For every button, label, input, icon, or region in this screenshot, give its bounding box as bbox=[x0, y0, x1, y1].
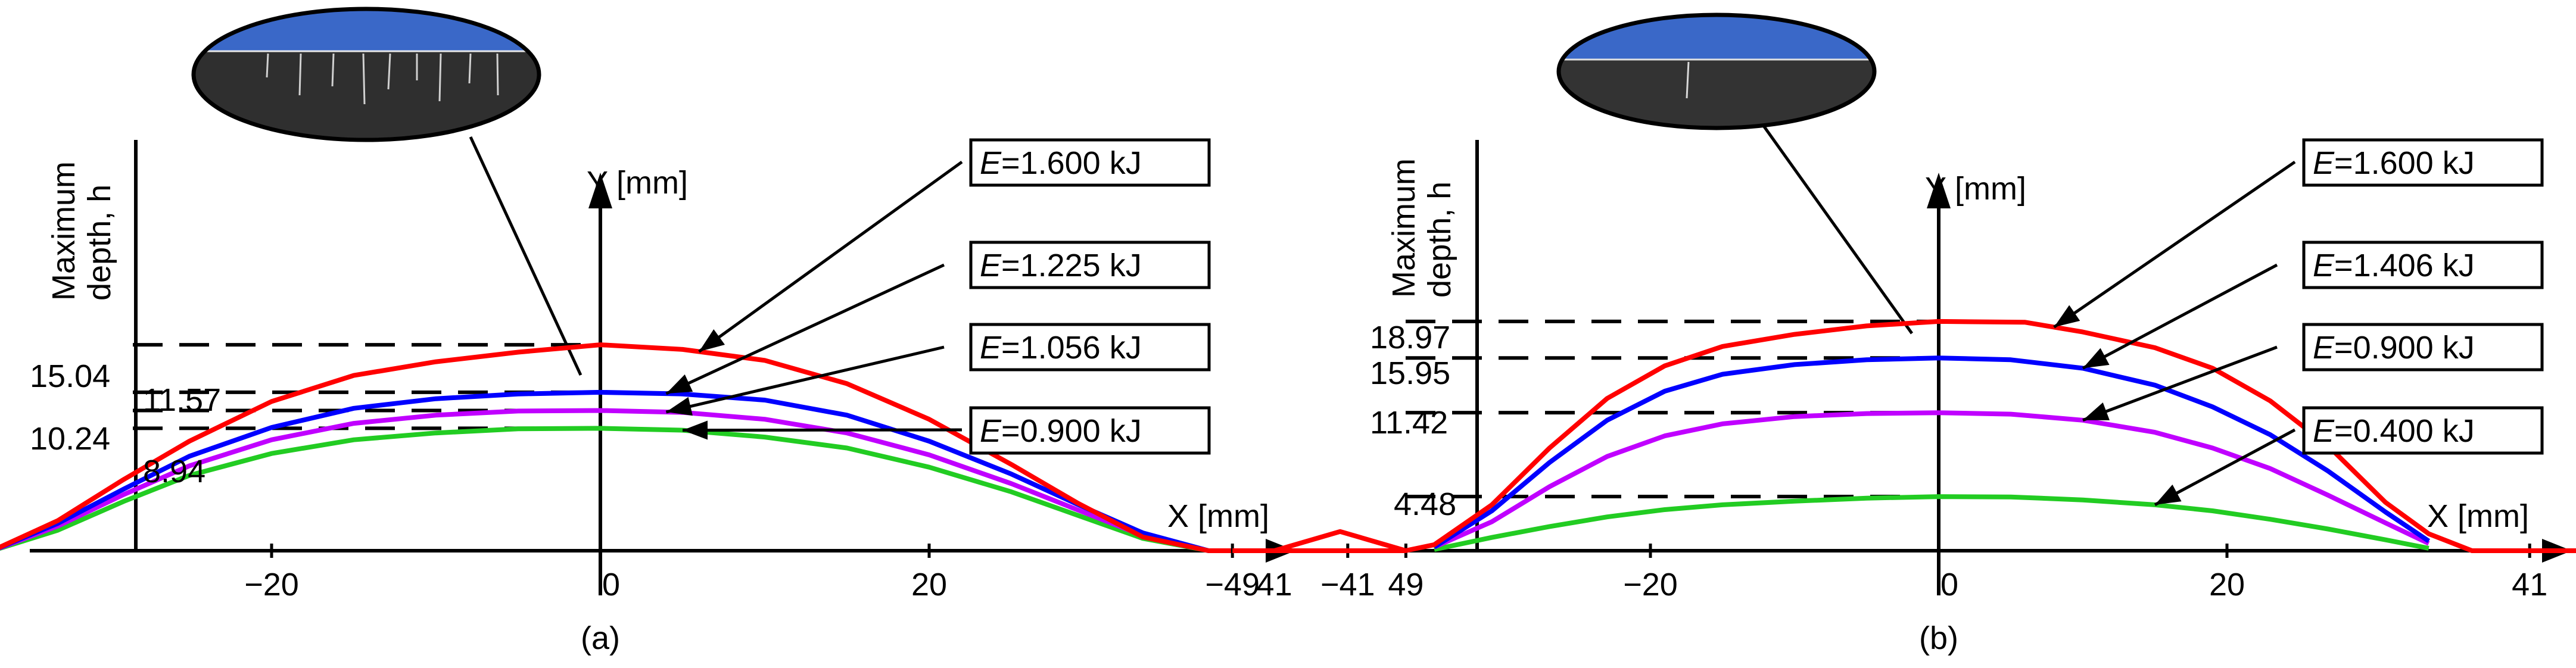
depth-label-a-3: 10.24 bbox=[30, 421, 110, 457]
svg-text:Maximum: Maximum bbox=[46, 161, 82, 301]
series-line-a-1 bbox=[0, 389, 1210, 553]
panel-a: Maximum depth, h Y [mm] X [mm] (a) −49−4… bbox=[0, 7, 1424, 656]
depth-label-b-2: 15.95 bbox=[1370, 355, 1450, 391]
surface-photo-b bbox=[1556, 13, 1877, 130]
depth-label-b-4: 4.48 bbox=[1394, 486, 1456, 522]
x-ticks-a: −49 −41 −20 0 20 41 49 bbox=[244, 544, 1424, 603]
series-line-a-3 bbox=[0, 426, 1209, 553]
leader-arrowhead-a-0 bbox=[699, 329, 725, 352]
x-ticks-b: −49 −41 −20 0 20 41 49 bbox=[1205, 544, 2547, 603]
panel-label-a: (a) bbox=[581, 620, 620, 656]
legend-leaders-b bbox=[2053, 160, 2296, 507]
svg-text:depth, h: depth, h bbox=[82, 185, 117, 301]
series-b bbox=[1232, 319, 2576, 553]
leader-arrowhead-b-1 bbox=[2083, 348, 2110, 369]
side-label-b: Maximum depth, h bbox=[1386, 158, 1457, 298]
leader-line-a-0 bbox=[698, 160, 963, 353]
legend-a: E=1.600 kJ E=1.225 kJ E=1.056 kJ E=0.900… bbox=[969, 138, 1211, 455]
series-line-a-2 bbox=[0, 408, 1210, 553]
legend-b-item-2: E=1.406 kJ bbox=[2302, 241, 2544, 289]
depth-label-b-1: 18.97 bbox=[1370, 320, 1450, 355]
leader-arrowhead-b-0 bbox=[2054, 305, 2080, 327]
legend-b-item-3: E=0.900 kJ bbox=[2302, 323, 2544, 372]
legend-b-item-4: E=0.400 kJ bbox=[2302, 406, 2544, 455]
series-line-b-2 bbox=[1433, 410, 2430, 550]
x-tick-label-b-3: 0 bbox=[1940, 567, 1958, 603]
leader-line-b-2 bbox=[2082, 345, 2278, 422]
svg-text:E=1.600 kJ: E=1.600 kJ bbox=[2313, 145, 2475, 181]
legend-a-item-3: E=1.056 kJ bbox=[969, 323, 1211, 372]
y-axis-label-b: Y [mm] bbox=[1925, 171, 2026, 207]
legend-a-item-4: E=0.900 kJ bbox=[969, 406, 1211, 455]
legend-a-item-1: E=1.600 kJ bbox=[969, 138, 1211, 187]
series-a bbox=[0, 342, 1407, 553]
svg-text:E=1.225 kJ: E=1.225 kJ bbox=[980, 248, 1142, 283]
leader-arrowhead-b-2 bbox=[2083, 402, 2110, 420]
svg-text:E=1.406 kJ: E=1.406 kJ bbox=[2313, 248, 2475, 283]
x-tick-label-b-2: −20 bbox=[1623, 567, 1678, 603]
x-tick-label-a-5: 41 bbox=[1257, 567, 1292, 603]
series-line-b-3 bbox=[1434, 494, 2429, 552]
surface-photo-a bbox=[191, 7, 541, 142]
x-tick-label-a-4: 20 bbox=[911, 567, 947, 603]
leader-line-a-1 bbox=[665, 263, 945, 395]
x-tick-label-a-6: 49 bbox=[1388, 567, 1424, 603]
x-tick-label-a-2: −20 bbox=[244, 567, 299, 603]
y-axis-arrow-a bbox=[588, 173, 612, 208]
x-axis-label-b: X [mm] bbox=[2427, 498, 2529, 534]
x-tick-label-b-5: 41 bbox=[2512, 567, 2547, 603]
svg-text:E=1.600 kJ: E=1.600 kJ bbox=[980, 145, 1142, 181]
svg-text:depth, h: depth, h bbox=[1422, 182, 1457, 298]
y-axis-arrow-b bbox=[1927, 173, 1951, 208]
x-tick-label-b-1: −41 bbox=[1320, 567, 1375, 603]
y-axis-label-a: Y [mm] bbox=[587, 165, 688, 201]
legend-b: E=1.600 kJ E=1.406 kJ E=0.900 kJ E=0.400… bbox=[2302, 138, 2544, 455]
depth-label-a-4: 8.94 bbox=[143, 454, 205, 489]
depth-label-a-2: 11.57 bbox=[143, 382, 221, 418]
legend-b-item-1: E=1.600 kJ bbox=[2302, 138, 2544, 187]
photo-pointer-b bbox=[1761, 124, 1914, 335]
series-line-b-1 bbox=[1432, 355, 2431, 550]
svg-text:E=0.900 kJ: E=0.900 kJ bbox=[980, 413, 1142, 449]
leader-line-b-0 bbox=[2053, 160, 2296, 329]
x-tick-label-b-4: 20 bbox=[2209, 567, 2245, 603]
photo-pointer-a bbox=[469, 136, 583, 376]
side-label-a: Maximum depth, h bbox=[46, 161, 117, 301]
leader-arrowhead-a-2 bbox=[666, 397, 693, 416]
panel-label-b: (b) bbox=[1919, 620, 1958, 656]
legend-leaders-a bbox=[665, 160, 963, 440]
leader-line-a-2 bbox=[665, 345, 945, 414]
series-line-a-0 bbox=[0, 342, 1407, 553]
leader-line-b-1 bbox=[2082, 263, 2278, 370]
x-axis-label-a: X [mm] bbox=[1167, 498, 1269, 534]
depth-label-a-1: 15.04 bbox=[30, 358, 110, 394]
x-tick-label-b-0: −49 bbox=[1205, 567, 1260, 603]
leader-arrowhead-a-1 bbox=[666, 374, 693, 394]
series-line-b-0 bbox=[1232, 319, 2576, 553]
leader-arrowhead-a-3 bbox=[683, 420, 708, 440]
svg-text:Maximum: Maximum bbox=[1386, 158, 1422, 298]
depth-lines-b bbox=[1406, 319, 1936, 499]
depth-label-b-3: 11.42 bbox=[1370, 405, 1448, 441]
svg-text:E=0.900 kJ: E=0.900 kJ bbox=[2313, 330, 2475, 366]
panel-b: Maximum depth, h Y [mm] X [mm] (b) −49 −4… bbox=[1205, 13, 2576, 656]
leader-arrowhead-b-3 bbox=[2155, 484, 2182, 505]
svg-text:E=1.056 kJ: E=1.056 kJ bbox=[980, 330, 1142, 366]
svg-text:E=0.400 kJ: E=0.400 kJ bbox=[2313, 413, 2475, 449]
x-tick-label-a-3: 0 bbox=[602, 567, 620, 603]
leader-line-b-3 bbox=[2154, 428, 2296, 507]
legend-a-item-2: E=1.225 kJ bbox=[969, 241, 1211, 289]
